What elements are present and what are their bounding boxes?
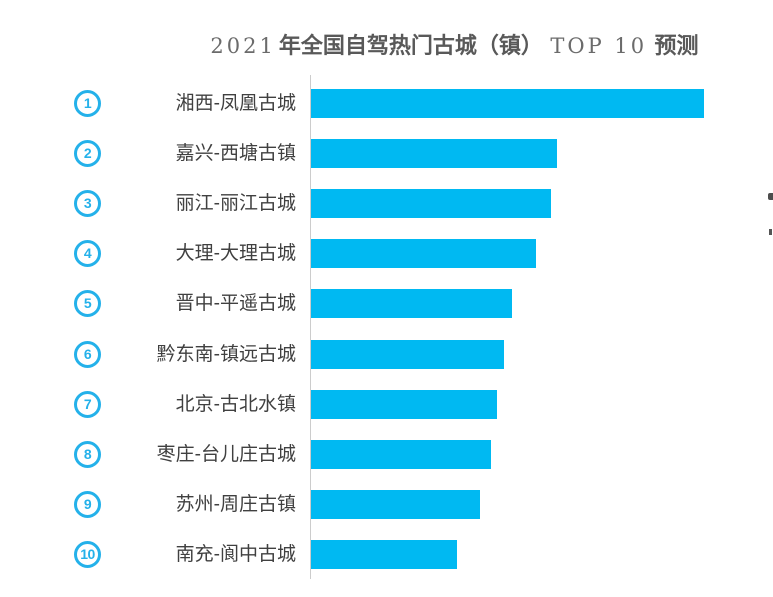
category-label: 大理-大理古城 (175, 243, 296, 264)
rank-badge: 7 (74, 391, 101, 418)
chart-row: 10 南充-阆中古城 (0, 540, 773, 569)
category-label: 晋中-平遥古城 (175, 293, 296, 314)
title-top10: TOP 10 (550, 34, 648, 58)
category-label: 枣庄-台儿庄古城 (156, 444, 296, 465)
rank-badge: 5 (74, 290, 101, 317)
category-label: 嘉兴-西塘古镇 (175, 143, 296, 164)
category-label: 丽江-丽江古城 (175, 193, 296, 214)
value-bar (311, 139, 557, 168)
chart-row: 5 晋中-平遥古城 (0, 289, 773, 318)
value-bar (311, 540, 457, 569)
category-label: 苏州-周庄古镇 (175, 494, 296, 515)
chart-row: 3 丽江-丽江古城 (0, 189, 773, 218)
value-bar (311, 89, 704, 118)
rank-badge: 4 (74, 240, 101, 267)
title-main: 年全国自驾热门古城（镇） (278, 33, 543, 58)
chart-row: 4 大理-大理古城 (0, 239, 773, 268)
value-bar (311, 289, 512, 318)
category-label: 北京-古北水镇 (175, 394, 296, 415)
chart-row: 1 湘西-凤凰古城 (0, 89, 773, 118)
rank-badge: 10 (74, 541, 101, 568)
chart-title: 2021 年全国自驾热门古城（镇） TOP 10 预测 (207, 33, 698, 62)
rank-badge: 6 (74, 341, 101, 368)
cut-off-edge-mark (769, 229, 772, 235)
category-axis-line (310, 75, 311, 579)
rank-badge: 9 (74, 491, 101, 518)
title-suffix: 预测 (654, 33, 699, 58)
value-bar (311, 390, 497, 419)
category-label: 黔东南-镇远古城 (156, 344, 296, 365)
rank-badge: 1 (74, 90, 101, 117)
chart-row: 6 黔东南-镇远古城 (0, 340, 773, 369)
chart-row: 9 苏州-周庄古镇 (0, 490, 773, 519)
value-bar (311, 440, 491, 469)
value-bar (311, 340, 504, 369)
rank-badge: 3 (74, 190, 101, 217)
value-bar (311, 490, 480, 519)
category-label: 湘西-凤凰古城 (175, 93, 296, 114)
value-bar (311, 239, 536, 268)
rank-badge: 8 (74, 441, 101, 468)
cut-off-edge-mark (768, 193, 773, 200)
rank-badge: 2 (74, 140, 101, 167)
title-year: 2021 (210, 34, 276, 58)
value-bar (311, 189, 551, 218)
chart-row: 2 嘉兴-西塘古镇 (0, 139, 773, 168)
category-label: 南充-阆中古城 (175, 544, 296, 565)
chart-row: 7 北京-古北水镇 (0, 390, 773, 419)
chart-row: 8 枣庄-台儿庄古城 (0, 440, 773, 469)
